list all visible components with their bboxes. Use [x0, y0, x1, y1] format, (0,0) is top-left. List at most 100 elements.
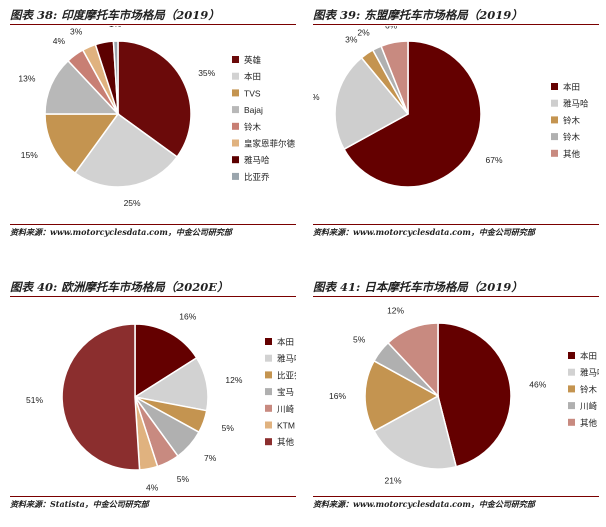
legend-label: 川崎 [580, 401, 598, 411]
data-label: 5% [222, 423, 235, 433]
data-label: 6% [385, 26, 398, 31]
legend-label: 本田 [244, 72, 261, 82]
legend-swatch [568, 385, 575, 393]
legend-swatch [551, 133, 558, 141]
legend-swatch [568, 402, 575, 410]
legend-swatch [568, 352, 575, 359]
legend-swatch [568, 418, 575, 426]
legend-swatch [265, 421, 272, 429]
data-label: 46% [529, 380, 546, 390]
legend-swatch [265, 371, 272, 379]
legend-label: TVS [244, 88, 261, 98]
chart-panel-40: 图表 40: 欧洲摩托车市场格局（2020E） 16% 12% 5% 7% 5% 4% 51… [10, 278, 296, 514]
legend-label: 宝马 [277, 387, 294, 397]
legend-swatch [265, 438, 272, 446]
data-label: 51% [26, 395, 43, 405]
legend-swatch [232, 139, 239, 147]
legend-swatch [232, 122, 239, 130]
data-label: 7% [204, 453, 217, 463]
legend-swatch [551, 99, 558, 107]
pie-slice [61, 323, 141, 471]
chart-source: 资料来源：Statista，中金公司研究部 [10, 496, 296, 511]
pie-slice [364, 359, 440, 433]
pie-chart: 16% 12% 5% 7% 5% 4% 51% 本田雅马哈比亚乔宝马川崎 KTM 其他 [26, 311, 296, 492]
pie-slice [343, 40, 482, 188]
pie-slice [44, 59, 120, 115]
legend-swatch [551, 83, 558, 90]
legend-label: KTM [277, 421, 295, 431]
legend-label: 雅马哈 [563, 99, 589, 109]
legend-label: 比亚乔 [244, 172, 270, 182]
pie-slice [373, 394, 458, 470]
legend-swatch [265, 388, 272, 396]
legend-label: 本田 [580, 351, 597, 361]
data-label: 21% [384, 475, 401, 485]
pie-slice [386, 322, 439, 398]
chart-source: 资料来源：www.motorcyclesdata.com，中金公司研究部 [313, 496, 599, 511]
chart-panel-39: 图表 39: 东盟摩托车市场格局（2019） 67% 22% 3%2% 6% 本田雅马哈… [313, 6, 599, 242]
data-label: 15% [21, 150, 38, 160]
legend-label: 雅马哈 [244, 155, 270, 165]
data-label: 3% [70, 26, 83, 36]
chart-panel-41: 图表 41: 日本摩托车市场格局（2019） 46% 21% 16% 5% 12% 本田雅… [313, 278, 599, 514]
legend-swatch [265, 404, 272, 412]
legend-label: 雅马哈 [580, 368, 599, 378]
chart-title: 图表 39: 东盟摩托车市场格局（2019） [313, 6, 599, 25]
legend-label: Bajaj [244, 105, 263, 115]
data-label: 25% [124, 198, 141, 208]
legend-label: 雅马哈 [277, 354, 296, 364]
legend-swatch [232, 89, 239, 97]
legend-label: 皇家恩菲尔德 [244, 139, 296, 149]
data-label: 13% [18, 73, 35, 83]
legend-label: 铃木 [563, 115, 581, 125]
pie-slice [380, 40, 409, 115]
legend-label: 其他 [563, 149, 581, 159]
pie-slice [134, 323, 198, 399]
chart-source: 资料来源：www.motorcyclesdata.com，中金公司研究部 [313, 224, 599, 239]
legend-swatch [551, 149, 558, 157]
data-label: 3% [345, 35, 358, 45]
data-label: 16% [329, 391, 346, 401]
legend-swatch [265, 338, 272, 345]
legend-label: 其他 [277, 437, 295, 447]
legend-label: 比亚乔 [277, 370, 296, 380]
data-label: 67% [486, 155, 503, 165]
pie-chart: 46% 21% 16% 5% 12% 本田雅马哈铃木川崎其他 [329, 306, 599, 486]
chart-panel-38: 图表 38: 印度摩托车市场格局（2019） 35% 25% 15% 13% 4% 3% 1… [10, 6, 296, 242]
legend-swatch [232, 56, 239, 63]
pie-slice [117, 40, 192, 158]
data-label: 16% [179, 311, 196, 321]
data-label: 5% [353, 335, 366, 345]
legend-label: 铃木 [244, 122, 262, 132]
data-label: 35% [198, 68, 215, 78]
pie-slice [74, 112, 179, 188]
data-label: 5% [177, 474, 190, 484]
legend-swatch [551, 116, 558, 124]
pie-slice [112, 40, 119, 115]
legend-label: 川崎 [277, 404, 295, 414]
pie-slice [44, 113, 120, 175]
legend-label: 本田 [277, 337, 294, 347]
legend-label: 本田 [563, 82, 580, 92]
data-label: 12% [225, 375, 242, 385]
pie-slice [334, 56, 410, 151]
chart-title: 图表 40: 欧洲摩托车市场格局（2020E） [10, 278, 296, 297]
data-label: 22% [313, 92, 320, 102]
legend-swatch [232, 106, 239, 114]
data-label: 4% [53, 36, 66, 46]
data-label: 1% [109, 26, 122, 29]
chart-source: 资料来源：www.motorcyclesdata.com，中金公司研究部 [10, 224, 296, 239]
legend-label: 铃木 [580, 384, 598, 394]
legend-label: 其他 [580, 418, 598, 428]
data-label: 12% [387, 306, 404, 316]
legend-label: 铃木 [563, 132, 581, 142]
data-label: 2% [357, 28, 370, 38]
legend-swatch [232, 156, 239, 164]
legend-label: 英雄 [244, 55, 262, 65]
legend-swatch [232, 72, 239, 80]
legend-swatch [265, 354, 272, 362]
data-label: 4% [146, 482, 159, 492]
chart-title: 图表 41: 日本摩托车市场格局（2019） [313, 278, 599, 297]
